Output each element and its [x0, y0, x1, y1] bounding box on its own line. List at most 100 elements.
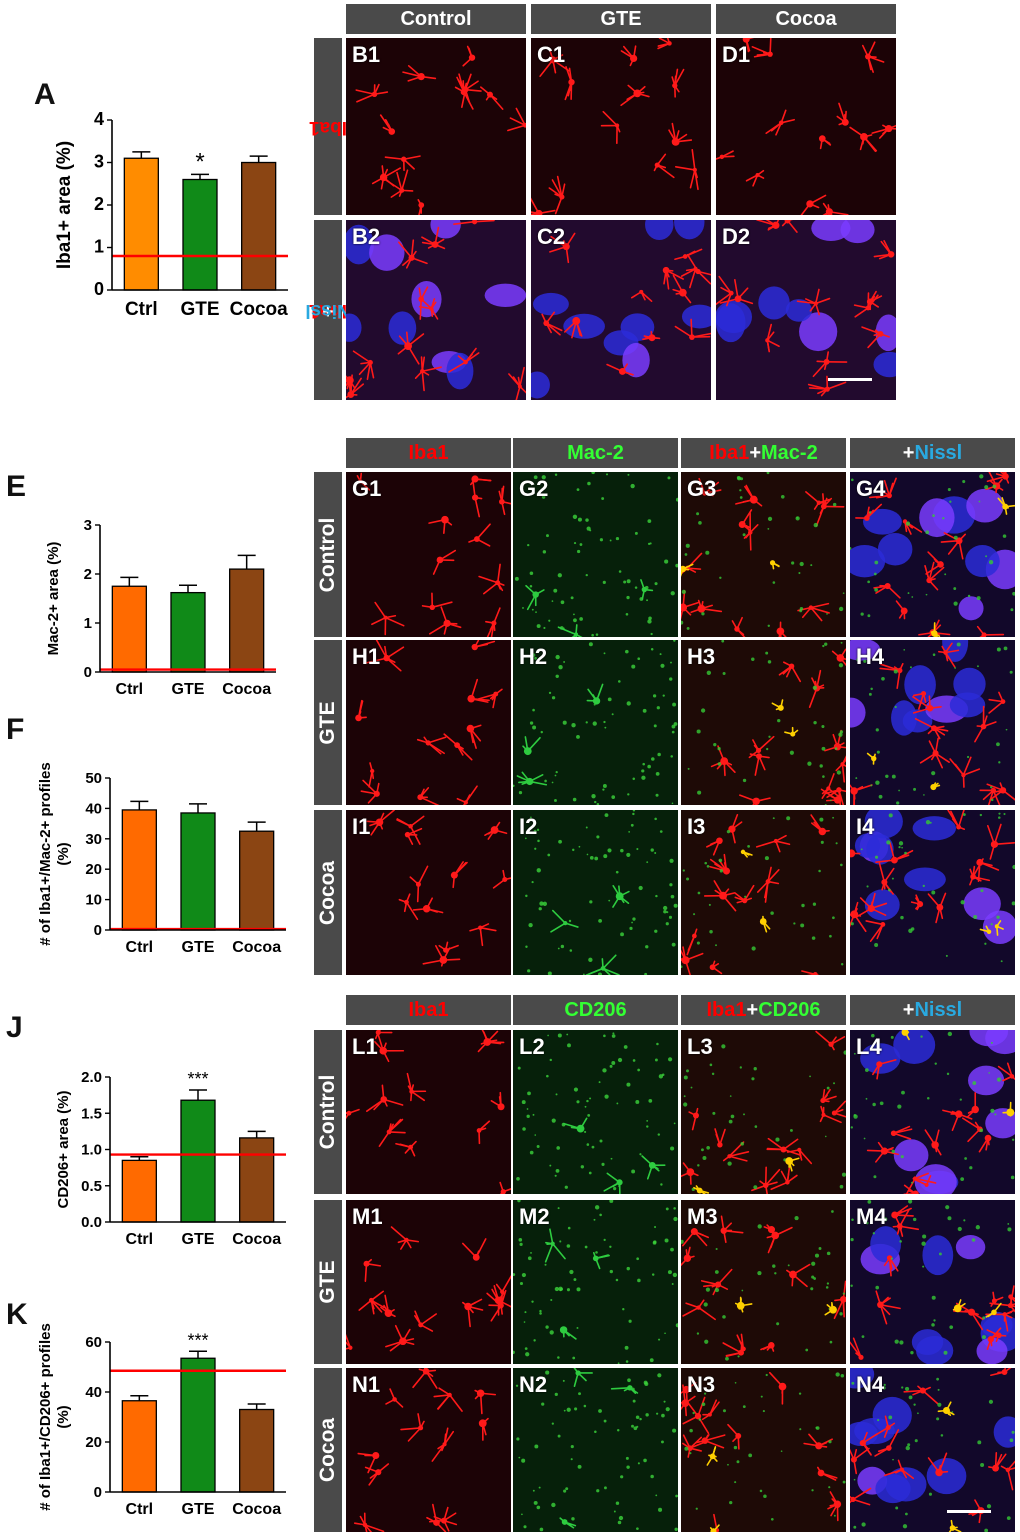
micrograph-label: I4 — [856, 814, 875, 839]
nucleus — [854, 1417, 895, 1445]
speckle — [620, 1475, 624, 1479]
speckle — [715, 944, 717, 947]
cell-process — [559, 1517, 577, 1529]
cell-process — [499, 1181, 511, 1194]
speckle — [533, 475, 538, 480]
micrograph-label: H4 — [856, 644, 885, 669]
cell-process — [919, 737, 950, 769]
micrograph-n4: N4 — [850, 1368, 1015, 1532]
speckle — [533, 1500, 538, 1505]
speckle — [598, 1409, 602, 1413]
cell-process — [850, 1447, 870, 1475]
speckle — [875, 728, 879, 732]
speckle — [657, 1373, 662, 1378]
cell-process — [709, 960, 723, 975]
speckle — [622, 1308, 625, 1311]
cell-process — [719, 279, 754, 305]
cell-process — [586, 683, 604, 705]
cell-process — [516, 771, 548, 786]
cell-process — [855, 503, 883, 521]
cell-process — [734, 1296, 753, 1313]
speckle — [551, 1118, 556, 1123]
bar-cocoa — [239, 1408, 275, 1493]
y-tick-label: 0 — [94, 279, 104, 299]
speckle — [681, 589, 686, 595]
speckle — [543, 626, 546, 629]
speckle — [636, 1425, 639, 1428]
speckle — [667, 1057, 673, 1062]
speckle — [925, 593, 928, 596]
speckle — [521, 1458, 526, 1463]
speckle — [953, 535, 958, 540]
speckle — [527, 969, 531, 973]
speckle — [814, 1253, 820, 1258]
speckle — [697, 790, 702, 795]
speckle — [524, 1347, 528, 1350]
row-label: Cocoa — [314, 810, 342, 975]
speckle — [870, 784, 873, 787]
speckle — [711, 1072, 715, 1076]
speckle — [772, 817, 775, 820]
micrograph-label: I3 — [687, 814, 706, 839]
speckle — [641, 769, 645, 773]
speckle — [812, 685, 818, 690]
speckle — [558, 839, 562, 844]
cell-process — [731, 616, 746, 637]
cell-process — [874, 1415, 896, 1438]
speckle — [669, 858, 674, 863]
panel-letter-j: J — [6, 1011, 23, 1044]
speckle — [982, 1316, 986, 1320]
speckle — [514, 576, 519, 581]
speckle — [532, 708, 535, 712]
speckle — [623, 1045, 628, 1049]
speckle — [673, 903, 678, 908]
speckle — [528, 922, 533, 928]
y-tick-label: 10 — [85, 892, 102, 909]
speckle — [576, 488, 580, 492]
speckle — [562, 720, 567, 725]
cell-process — [557, 624, 583, 637]
speckle — [654, 852, 657, 855]
speckle — [1010, 1175, 1015, 1180]
speckle — [856, 658, 860, 662]
speckle — [626, 1465, 630, 1469]
speckle — [822, 644, 825, 648]
speckle — [835, 842, 838, 845]
bar-cocoa — [239, 1137, 275, 1223]
cell-process — [686, 253, 711, 285]
speckle — [559, 1289, 562, 1292]
speckle — [863, 659, 867, 663]
speckle — [686, 626, 690, 630]
nucleus — [903, 867, 946, 892]
speckle — [798, 572, 801, 575]
cell-process — [912, 1175, 932, 1187]
speckle — [812, 902, 817, 906]
speckle — [853, 1113, 857, 1117]
speckle — [903, 649, 906, 651]
bar-ctrl — [111, 585, 147, 673]
speckle — [625, 612, 629, 616]
speckle — [603, 1238, 606, 1241]
speckle — [976, 596, 981, 601]
speckle — [762, 1410, 765, 1413]
cell-process — [346, 1108, 360, 1120]
speckle — [609, 1245, 612, 1248]
speckle — [834, 747, 838, 750]
cell-process — [398, 239, 428, 269]
speckle — [627, 1378, 631, 1383]
speckle — [734, 1481, 737, 1484]
cell-process — [986, 823, 1015, 860]
cell-process — [872, 1059, 897, 1080]
speckle — [900, 915, 904, 920]
speckle — [980, 889, 984, 893]
speckle — [518, 791, 523, 795]
speckle — [626, 1266, 630, 1271]
speckle — [701, 1148, 704, 1152]
speckle — [739, 496, 743, 499]
speckle — [836, 770, 842, 775]
speckle — [620, 932, 624, 937]
speckle — [660, 663, 665, 668]
speckle — [523, 1525, 527, 1529]
cell-process — [433, 1387, 463, 1412]
significance-marker: *** — [187, 1330, 208, 1350]
